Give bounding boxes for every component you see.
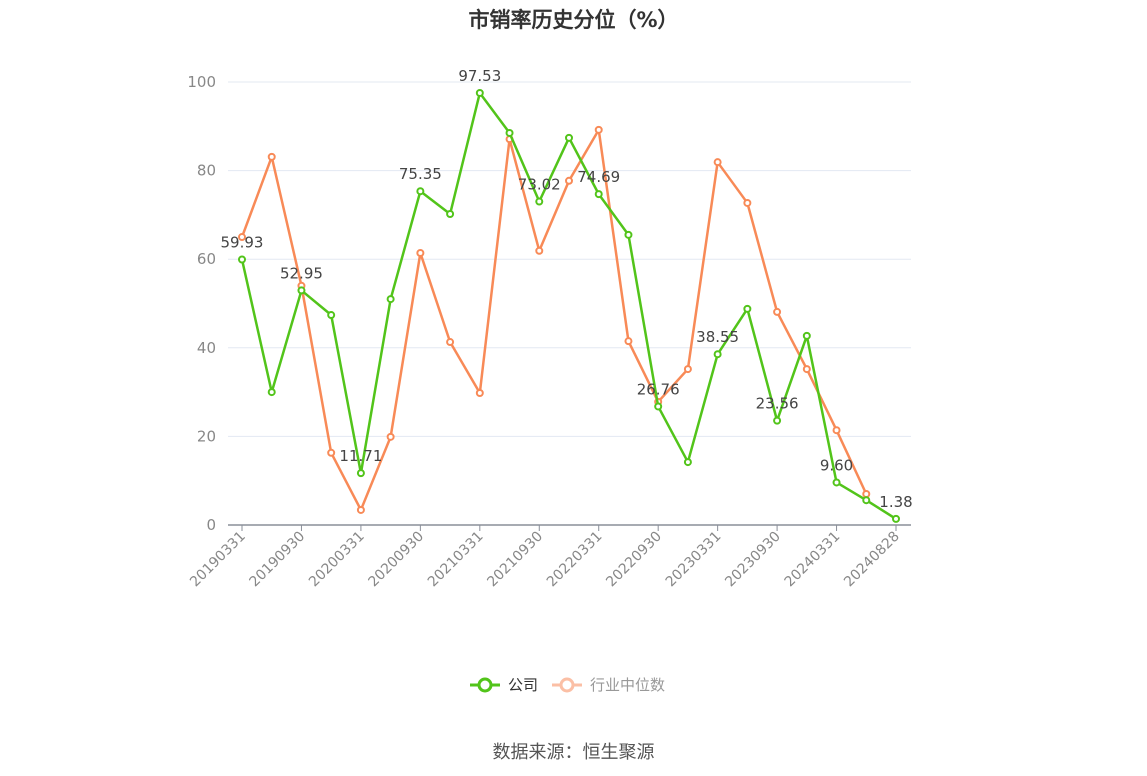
- legend-orange-line-icon: [552, 677, 583, 692]
- data-point: [475, 88, 484, 97]
- y-tick-label: 20: [197, 427, 216, 445]
- legend: 公司 行业中位数: [470, 674, 679, 695]
- data-point: [862, 489, 871, 498]
- data-point: [327, 311, 336, 320]
- legend-label-company: 公司: [508, 676, 539, 694]
- data-label: 26.76: [637, 380, 680, 398]
- x-tick-label: 20220331: [544, 529, 606, 591]
- x-tick-label: 20240828: [841, 529, 903, 591]
- x-tick-label: 20210930: [484, 529, 546, 591]
- data-point: [713, 158, 722, 167]
- y-tick-label: 60: [197, 250, 216, 268]
- x-tick-label: 20190331: [187, 529, 249, 591]
- line-chart: 0 20 40 60 80 100 2019033120190930202003312020…: [187, 67, 913, 591]
- data-point: [832, 478, 841, 487]
- data-point: [565, 176, 573, 185]
- data-point: [475, 388, 484, 397]
- data-point: [683, 458, 692, 467]
- data-point: [565, 133, 573, 142]
- data-point: [624, 230, 633, 239]
- data-label: 75.35: [399, 165, 442, 183]
- data-point: [356, 469, 365, 478]
- data-point: [683, 365, 692, 374]
- data-point: [267, 152, 276, 161]
- data-point: [386, 295, 395, 304]
- x-tick-label: 20200930: [365, 529, 427, 591]
- data-point: [356, 505, 365, 514]
- x-tick-label: 20230930: [722, 529, 784, 591]
- data-label: 74.69: [577, 168, 620, 186]
- data-point: [386, 432, 395, 441]
- x-tick-label: 20240331: [782, 529, 844, 591]
- data-label: 38.55: [696, 328, 739, 346]
- data-point: [505, 128, 514, 137]
- data-point: [238, 255, 246, 264]
- data-point: [892, 514, 900, 523]
- data-label: 9.60: [820, 456, 853, 474]
- data-point: [654, 402, 663, 411]
- data-point: [327, 448, 336, 457]
- legend-item-company[interactable]: 公司: [470, 674, 538, 695]
- data-label: 59.93: [221, 234, 264, 252]
- data-label: 1.38: [879, 493, 912, 511]
- series-line-industry-median: [240, 128, 868, 512]
- x-tick-label: 20220930: [603, 529, 665, 591]
- data-label: 11.71: [339, 447, 382, 465]
- data-point: [624, 337, 633, 346]
- y-tick-label: 0: [206, 516, 216, 534]
- data-point: [535, 246, 544, 255]
- data-point: [773, 416, 782, 425]
- data-point: [713, 350, 722, 359]
- y-tick-label: 100: [187, 73, 216, 91]
- legend-item-industry-median[interactable]: 行业中位数: [552, 674, 665, 695]
- data-point: [446, 210, 455, 219]
- data-label: 97.53: [458, 67, 501, 85]
- data-point: [594, 125, 603, 134]
- data-source: 数据来源：恒生聚源: [492, 742, 655, 763]
- x-tick-label: 20200331: [306, 529, 368, 591]
- data-point: [802, 331, 811, 340]
- data-label: 52.95: [280, 264, 323, 282]
- data-point: [297, 286, 306, 295]
- legend-green-line-icon: [470, 677, 500, 692]
- data-point: [743, 304, 752, 313]
- y-tick-label: 40: [197, 339, 216, 357]
- chart-title: 市销率历史分位（%）: [468, 8, 679, 32]
- data-point: [832, 426, 841, 435]
- data-point: [535, 197, 544, 206]
- data-point: [238, 233, 246, 242]
- data-point: [446, 338, 455, 347]
- data-point: [743, 198, 752, 207]
- x-tick-label: 20190930: [247, 529, 309, 591]
- data-point: [416, 187, 425, 196]
- data-point: [594, 190, 603, 199]
- data-point: [862, 496, 871, 505]
- data-label: 73.02: [518, 176, 561, 194]
- y-tick-label: 80: [197, 162, 216, 180]
- x-tick-label: 20230331: [663, 529, 725, 591]
- data-point: [773, 307, 782, 316]
- x-tick-label: 20210331: [425, 529, 487, 591]
- data-point: [802, 365, 811, 374]
- data-label: 23.56: [756, 395, 799, 413]
- legend-label-industry-median: 行业中位数: [590, 676, 666, 694]
- data-point: [267, 388, 276, 397]
- data-point: [416, 248, 425, 257]
